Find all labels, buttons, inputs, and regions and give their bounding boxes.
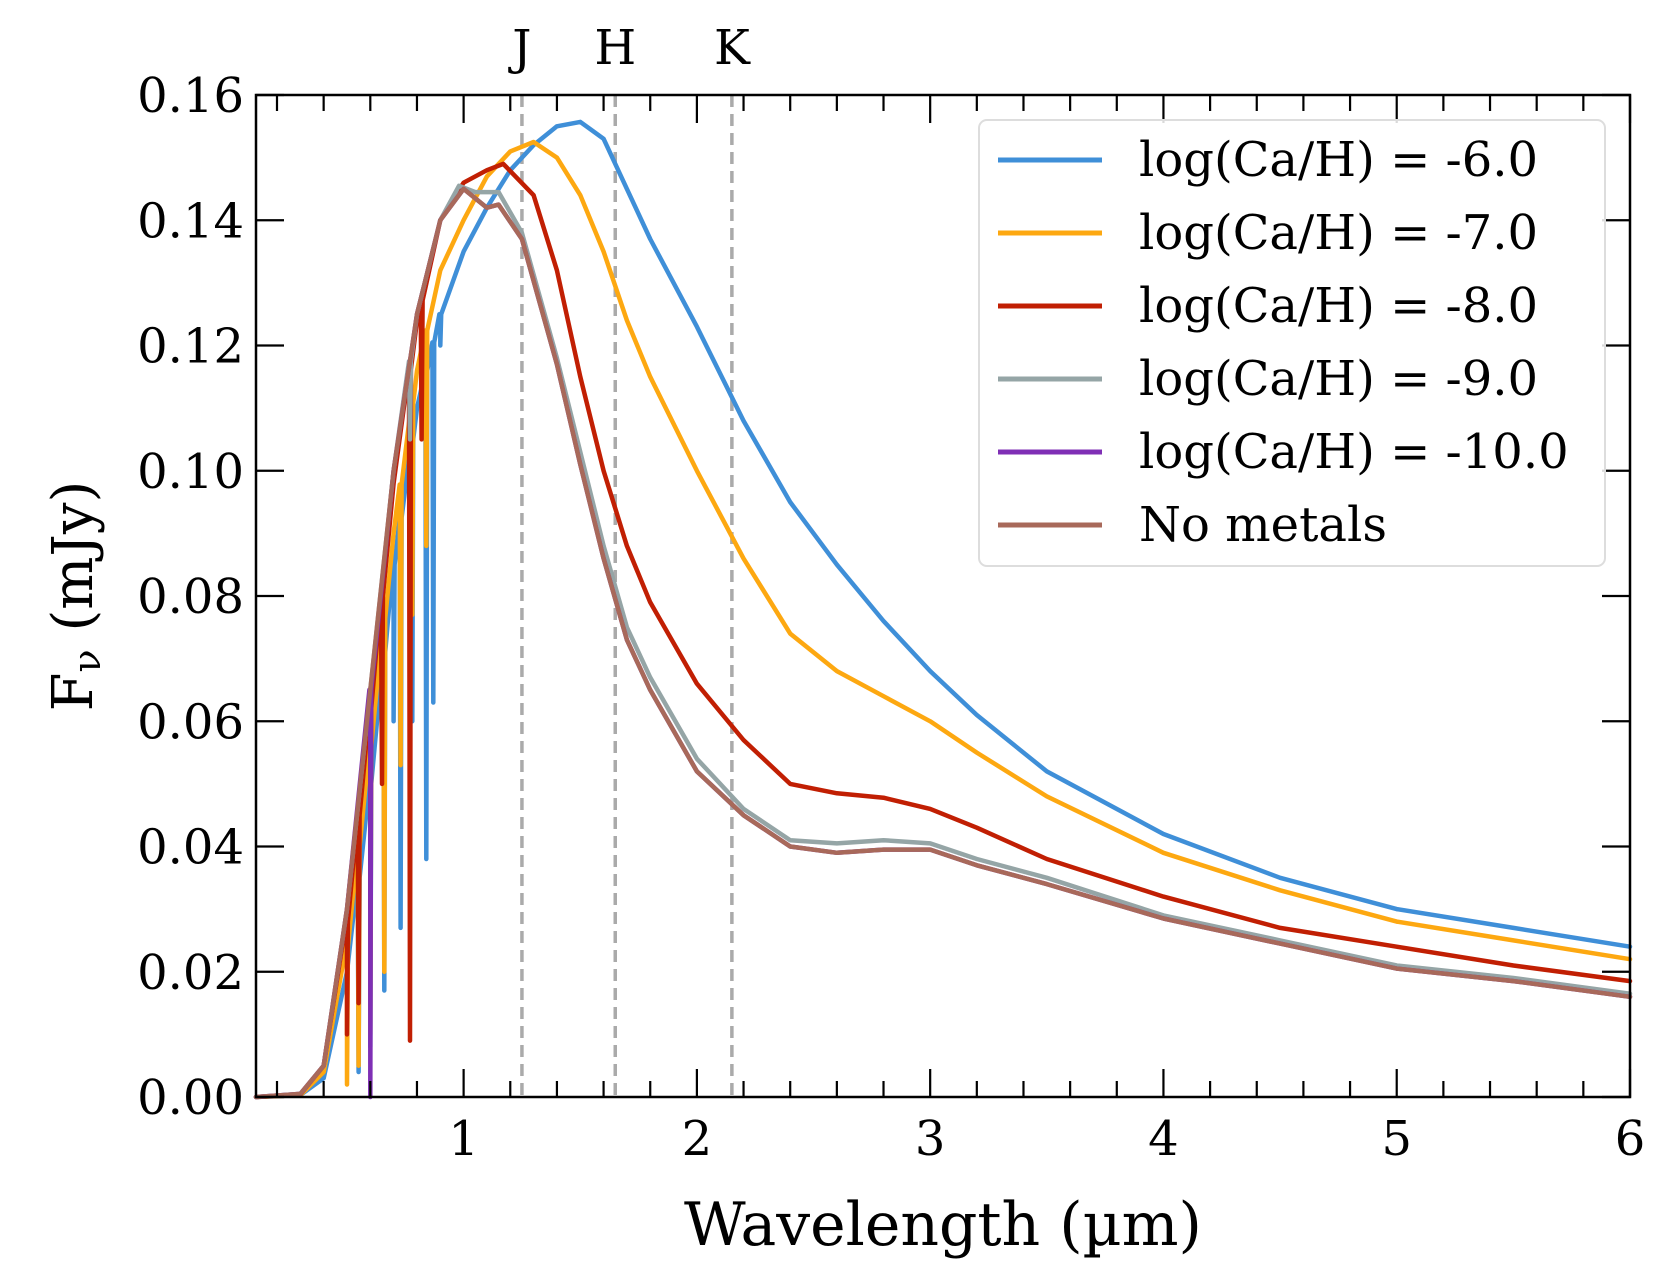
x-tick-label: 4 <box>1148 1111 1179 1167</box>
y-tick-label: 0.02 <box>137 945 244 1001</box>
x-tick-label: 6 <box>1615 1111 1646 1167</box>
y-tick-label: 0.00 <box>137 1070 244 1126</box>
y-tick-label: 0.04 <box>137 820 244 876</box>
y-axis-label: Fν (mJy) <box>41 481 109 712</box>
y-tick-label: 0.12 <box>137 319 244 375</box>
x-tick-label: 5 <box>1381 1111 1412 1167</box>
legend-label-4: log(Ca/H) = -10.0 <box>1139 424 1569 480</box>
y-tick-label: 0.08 <box>137 569 244 625</box>
band-label-J: J <box>507 20 531 76</box>
y-axis-label-main: F <box>41 672 106 711</box>
y-tick-label: 0.06 <box>137 694 244 750</box>
y-tick-label: 0.16 <box>137 68 244 124</box>
legend-box <box>978 119 1606 567</box>
axis-ticks: 1 2 3 4 5 6 0.00 0.02 0.04 0.06 0.08 0.10 0.12 0.14 0.… <box>137 68 1645 1167</box>
x-tick-label: 1 <box>448 1111 479 1167</box>
legend-label-5: No metals <box>1139 497 1387 553</box>
legend: log(Ca/H) = -6.0 log(Ca/H) = -7.0 log(Ca/H… <box>978 119 1606 567</box>
band-label-H: H <box>594 20 636 76</box>
x-axis-label: Wavelength (µm) <box>684 1190 1202 1260</box>
series-lines <box>253 119 1633 1100</box>
x-tick-label: 2 <box>682 1111 713 1167</box>
legend-label-0: log(Ca/H) = -6.0 <box>1139 132 1538 188</box>
legend-label-2: log(Ca/H) = -8.0 <box>1139 278 1538 334</box>
y-axis-label-sub: ν <box>65 649 109 672</box>
legend-label-1: log(Ca/H) = -7.0 <box>1139 205 1538 261</box>
y-tick-label: 0.10 <box>137 444 244 500</box>
y-tick-label: 0.14 <box>137 193 244 249</box>
legend-label-3: log(Ca/H) = -9.0 <box>1139 351 1538 407</box>
x-tick-label: 3 <box>915 1111 946 1167</box>
series-line-5 <box>253 186 1633 1100</box>
y-axis-label-unit: (mJy) <box>41 481 106 650</box>
band-label-K: K <box>714 20 751 76</box>
series-line-2 <box>253 161 1633 1100</box>
